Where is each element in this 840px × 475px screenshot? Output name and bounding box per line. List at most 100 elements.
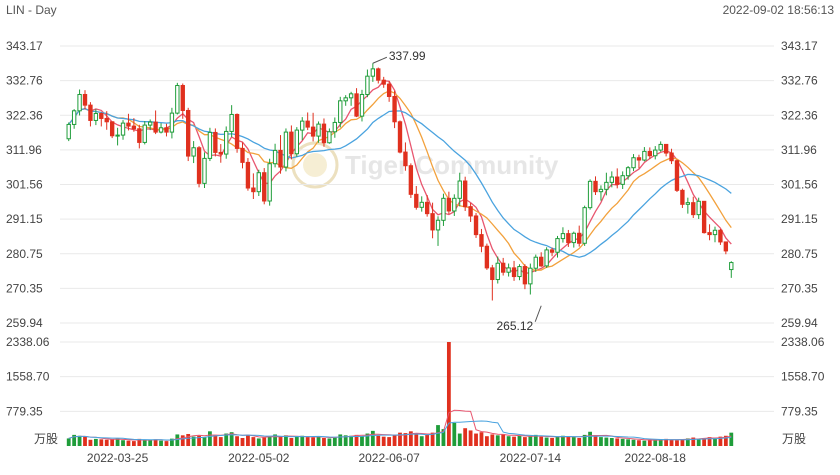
ma-long-line: [68, 108, 732, 258]
volume-bar: [517, 435, 522, 446]
date-tick-label: 2022-06-07: [358, 451, 420, 465]
candle-body: [647, 150, 653, 157]
volume-bar: [235, 436, 239, 446]
volume-bar: [88, 439, 93, 446]
candle-body: [321, 123, 327, 144]
volume-bar: [240, 437, 245, 446]
candle-body: [245, 161, 251, 189]
volume-bar: [506, 436, 511, 446]
price-grid: [60, 45, 774, 324]
candle-body: [631, 157, 636, 169]
candle-body: [533, 256, 538, 269]
price-axis-left: 343.17 332.76 322.36 311.96 301.56 291.15 280.…: [6, 39, 43, 330]
candle-body: [343, 97, 348, 102]
candle-body: [126, 122, 131, 127]
volume-bar: [664, 438, 669, 446]
volume-bar: [126, 440, 131, 446]
volume-bar: [675, 440, 679, 446]
volume-bar: [544, 437, 549, 446]
volume-bar: [490, 434, 495, 446]
timestamp: 2022-09-02 18:56:13: [723, 3, 835, 17]
date-tick-label: 2022-08-18: [625, 451, 687, 465]
candle-body: [609, 176, 614, 183]
candle-body: [147, 121, 153, 126]
volume-bar: [463, 428, 468, 446]
volume-bar: [289, 437, 294, 446]
volume-tick-label: 2338.06: [6, 335, 50, 349]
volume-bar: [191, 436, 196, 446]
candle-body: [191, 147, 196, 157]
candle-body: [338, 100, 343, 123]
volume-bar: [273, 434, 277, 446]
volume-bar: [718, 436, 723, 446]
volume-bar: [533, 434, 538, 446]
date-tick-label: 2022-05-02: [228, 451, 290, 465]
volume-bar: [300, 435, 305, 446]
volume-bar: [387, 437, 392, 446]
volume-bar: [620, 438, 625, 446]
volume-bar: [322, 437, 326, 446]
volume-bar: [186, 433, 191, 446]
candle-body: [701, 200, 707, 234]
candle-body: [300, 120, 305, 131]
candle-body: [316, 123, 321, 137]
candle-body: [327, 131, 332, 144]
volume-bar: [159, 440, 163, 446]
volume-bar: [479, 432, 484, 446]
volume-bar: [495, 435, 500, 446]
candle-body: [544, 249, 549, 267]
volume-bar: [284, 435, 288, 446]
volume-grid: [60, 341, 774, 412]
volume-bar: [349, 435, 354, 446]
candle-body: [359, 93, 365, 117]
candle-body: [587, 180, 593, 209]
volume-tick-label: 779.35: [6, 404, 43, 418]
volume-bar: [561, 435, 565, 446]
candle-body: [175, 85, 180, 114]
candle-body: [669, 152, 674, 162]
price-tick-label: 332.76: [781, 74, 818, 88]
candle-body: [120, 122, 126, 136]
candle-body: [555, 238, 560, 253]
volume-bar: [197, 435, 201, 446]
candle-body: [430, 213, 435, 231]
volume-bar: [137, 438, 142, 446]
volume-bar: [430, 432, 435, 446]
volume-bar: [599, 437, 603, 446]
candle-body: [66, 123, 71, 140]
volume-bar: [278, 436, 283, 446]
watermark-logo-core-icon: [303, 153, 327, 177]
volume-bar: [246, 434, 250, 446]
candle-body: [77, 93, 82, 112]
volume-bar: [332, 437, 337, 446]
price-tick-label: 270.35: [6, 281, 43, 295]
candle-body: [441, 197, 446, 221]
volume-bar: [403, 433, 408, 446]
volume-tick-label: 1558.70: [6, 370, 50, 384]
date-axis: 2022-03-25 2022-05-02 2022-06-07 2022-07-14…: [87, 451, 686, 465]
volume-bar: [93, 438, 98, 446]
volume-bar: [566, 436, 571, 446]
volume-bar: [110, 439, 115, 446]
candle-body: [251, 187, 256, 193]
candle-body: [376, 68, 381, 81]
volume-bar: [658, 439, 663, 446]
candle-body: [419, 201, 424, 208]
candle-body: [218, 151, 223, 155]
price-tick-label: 332.76: [6, 74, 43, 88]
low-price-label: 265.12: [497, 319, 534, 333]
volume-bars: [66, 342, 734, 446]
volume-bar: [115, 438, 120, 446]
volume-bar: [338, 434, 343, 446]
price-tick-label: 322.36: [6, 108, 43, 122]
volume-bar: [512, 436, 516, 446]
candle-body: [310, 126, 316, 137]
candle-body: [636, 157, 642, 161]
volume-bar: [468, 430, 473, 446]
volume-bar: [142, 439, 147, 446]
candle-body: [522, 266, 528, 285]
volume-bar: [343, 435, 348, 446]
volume-unit-right: 万股: [782, 432, 806, 446]
candle-body: [582, 207, 587, 244]
candle-body: [571, 232, 576, 244]
